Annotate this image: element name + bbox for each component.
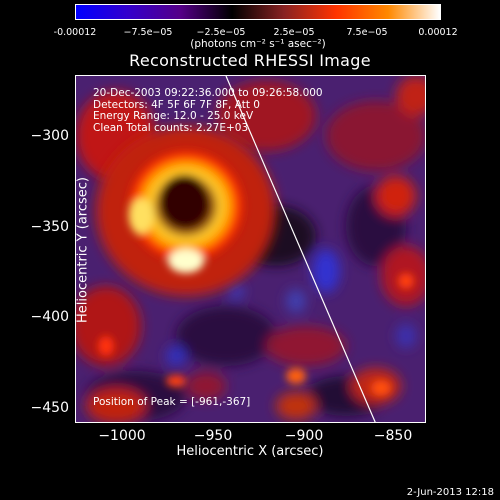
y-tick-label: −350 (30, 219, 69, 235)
solar-limb-line (225, 76, 376, 422)
colorbar-tick: 7.5e−05 (346, 27, 388, 38)
colorbar-tick: −7.5e−05 (123, 27, 173, 38)
rhessi-map (76, 76, 425, 422)
info-line-detectors: Detectors: 4F 5F 6F 7F 8F, Att 0 (93, 98, 260, 111)
colorbar-tick: 2.5e−05 (273, 27, 315, 38)
image-title: Reconstructed RHESSI Image (129, 51, 371, 70)
colorbar-tick: −2.5e−05 (196, 27, 246, 38)
y-axis-label: Heliocentric Y (arcsec) (75, 177, 91, 323)
colorbar-unit-label: (photons cm⁻² s⁻¹ asec⁻²) (190, 38, 326, 50)
x-axis-label: Heliocentric X (arcsec) (176, 444, 324, 459)
y-tick-label: −300 (30, 128, 69, 144)
footer-date: 2-Jun-2013 12:18 (406, 487, 494, 498)
x-tick-label: −950 (193, 428, 233, 444)
x-tick-label: −850 (373, 428, 413, 444)
y-tick-label: −400 (30, 309, 69, 325)
image-plot: 20-Dec-2003 09:22:36.000 to 09:26:58.000… (75, 75, 426, 423)
colorbar-tick: 0.00012 (418, 27, 458, 38)
info-line-time: 20-Dec-2003 09:22:36.000 to 09:26:58.000 (93, 87, 323, 99)
info-line-counts: Clean Total counts: 2.27E+03 (93, 121, 249, 134)
y-tick-label: −450 (30, 400, 69, 416)
colorbar (75, 4, 441, 20)
peak-position-label: Position of Peak = [-961,-367] (93, 396, 251, 408)
colorbar-tick: -0.00012 (53, 27, 97, 38)
x-tick-label: −900 (284, 428, 324, 444)
info-line-energy: Energy Range: 12.0 - 25.0 keV (93, 110, 254, 122)
x-tick-label: −1000 (98, 428, 146, 444)
